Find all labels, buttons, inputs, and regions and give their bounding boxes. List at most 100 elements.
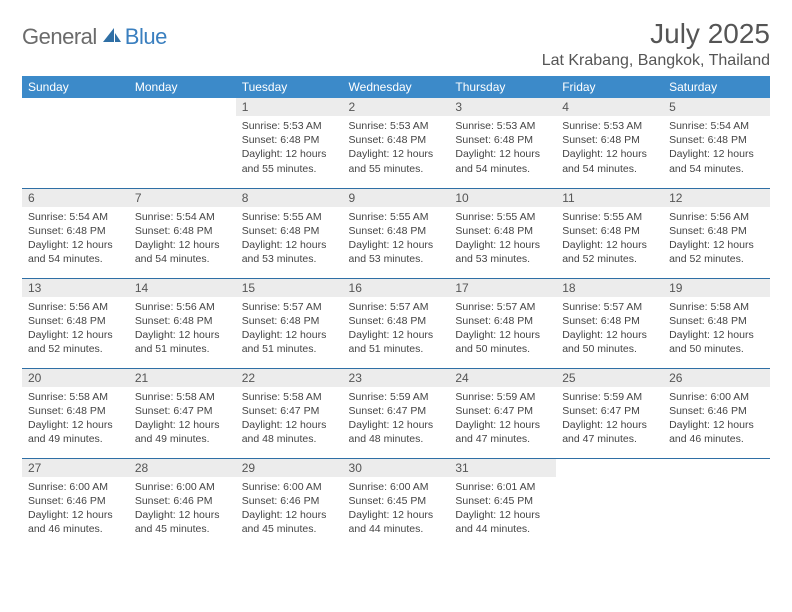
day-cell: 20Sunrise: 5:58 AMSunset: 6:48 PMDayligh… — [22, 368, 129, 458]
sunset-text: Sunset: 6:48 PM — [562, 314, 657, 328]
day-details: Sunrise: 5:53 AMSunset: 6:48 PMDaylight:… — [556, 116, 663, 180]
day-number: 10 — [449, 189, 556, 207]
sunrise-text: Sunrise: 5:57 AM — [562, 300, 657, 314]
day-details: Sunrise: 5:57 AMSunset: 6:48 PMDaylight:… — [556, 297, 663, 361]
calendar-week-row: 13Sunrise: 5:56 AMSunset: 6:48 PMDayligh… — [22, 278, 770, 368]
calendar: SundayMondayTuesdayWednesdayThursdayFrid… — [22, 76, 770, 548]
sunset-text: Sunset: 6:46 PM — [669, 404, 764, 418]
day-details: Sunrise: 5:54 AMSunset: 6:48 PMDaylight:… — [22, 207, 129, 271]
day-details: Sunrise: 5:57 AMSunset: 6:48 PMDaylight:… — [449, 297, 556, 361]
daylight-text-1: Daylight: 12 hours — [669, 147, 764, 161]
sunset-text: Sunset: 6:48 PM — [349, 314, 444, 328]
calendar-week-row: 1Sunrise: 5:53 AMSunset: 6:48 PMDaylight… — [22, 98, 770, 188]
sunset-text: Sunset: 6:46 PM — [28, 494, 123, 508]
day-cell: 2Sunrise: 5:53 AMSunset: 6:48 PMDaylight… — [343, 98, 450, 188]
sunset-text: Sunset: 6:48 PM — [349, 224, 444, 238]
day-cell: 28Sunrise: 6:00 AMSunset: 6:46 PMDayligh… — [129, 458, 236, 548]
day-number: 15 — [236, 279, 343, 297]
day-number: 2 — [343, 98, 450, 116]
day-cell: 11Sunrise: 5:55 AMSunset: 6:48 PMDayligh… — [556, 188, 663, 278]
weekday-header-row: SundayMondayTuesdayWednesdayThursdayFrid… — [22, 76, 770, 98]
daylight-text-1: Daylight: 12 hours — [349, 238, 444, 252]
sunset-text: Sunset: 6:46 PM — [135, 494, 230, 508]
day-details: Sunrise: 5:55 AMSunset: 6:48 PMDaylight:… — [343, 207, 450, 271]
daylight-text-1: Daylight: 12 hours — [562, 147, 657, 161]
daylight-text-2: and 55 minutes. — [242, 162, 337, 176]
sunset-text: Sunset: 6:45 PM — [455, 494, 550, 508]
sunrise-text: Sunrise: 5:54 AM — [135, 210, 230, 224]
daylight-text-2: and 45 minutes. — [135, 522, 230, 536]
day-number: 18 — [556, 279, 663, 297]
day-details: Sunrise: 6:00 AMSunset: 6:46 PMDaylight:… — [22, 477, 129, 541]
daylight-text-2: and 53 minutes. — [455, 252, 550, 266]
day-details: Sunrise: 5:54 AMSunset: 6:48 PMDaylight:… — [129, 207, 236, 271]
day-cell: 6Sunrise: 5:54 AMSunset: 6:48 PMDaylight… — [22, 188, 129, 278]
daylight-text-1: Daylight: 12 hours — [349, 508, 444, 522]
sunrise-text: Sunrise: 5:53 AM — [455, 119, 550, 133]
sunrise-text: Sunrise: 5:57 AM — [242, 300, 337, 314]
daylight-text-2: and 50 minutes. — [562, 342, 657, 356]
sunset-text: Sunset: 6:48 PM — [455, 133, 550, 147]
day-cell: 22Sunrise: 5:58 AMSunset: 6:47 PMDayligh… — [236, 368, 343, 458]
sunset-text: Sunset: 6:47 PM — [242, 404, 337, 418]
day-details: Sunrise: 5:57 AMSunset: 6:48 PMDaylight:… — [343, 297, 450, 361]
sunrise-text: Sunrise: 5:54 AM — [669, 119, 764, 133]
day-number: 13 — [22, 279, 129, 297]
sunset-text: Sunset: 6:47 PM — [135, 404, 230, 418]
daylight-text-1: Daylight: 12 hours — [242, 238, 337, 252]
day-details: Sunrise: 5:55 AMSunset: 6:48 PMDaylight:… — [449, 207, 556, 271]
daylight-text-1: Daylight: 12 hours — [455, 147, 550, 161]
day-cell: 1Sunrise: 5:53 AMSunset: 6:48 PMDaylight… — [236, 98, 343, 188]
day-number: 24 — [449, 369, 556, 387]
daylight-text-2: and 53 minutes. — [349, 252, 444, 266]
day-cell: 18Sunrise: 5:57 AMSunset: 6:48 PMDayligh… — [556, 278, 663, 368]
day-cell: 7Sunrise: 5:54 AMSunset: 6:48 PMDaylight… — [129, 188, 236, 278]
day-details: Sunrise: 6:00 AMSunset: 6:46 PMDaylight:… — [663, 387, 770, 451]
sunset-text: Sunset: 6:48 PM — [455, 224, 550, 238]
daylight-text-1: Daylight: 12 hours — [349, 418, 444, 432]
daylight-text-1: Daylight: 12 hours — [455, 328, 550, 342]
empty-day — [556, 458, 663, 548]
calendar-body: 1Sunrise: 5:53 AMSunset: 6:48 PMDaylight… — [22, 98, 770, 548]
daylight-text-2: and 49 minutes. — [135, 432, 230, 446]
day-cell: 15Sunrise: 5:57 AMSunset: 6:48 PMDayligh… — [236, 278, 343, 368]
weekday-header: Sunday — [22, 76, 129, 98]
sunrise-text: Sunrise: 6:00 AM — [28, 480, 123, 494]
day-number: 19 — [663, 279, 770, 297]
day-number: 5 — [663, 98, 770, 116]
day-number: 3 — [449, 98, 556, 116]
day-number: 29 — [236, 459, 343, 477]
sunrise-text: Sunrise: 5:57 AM — [455, 300, 550, 314]
daylight-text-2: and 45 minutes. — [242, 522, 337, 536]
day-details: Sunrise: 5:56 AMSunset: 6:48 PMDaylight:… — [22, 297, 129, 361]
day-cell: 27Sunrise: 6:00 AMSunset: 6:46 PMDayligh… — [22, 458, 129, 548]
day-cell: 3 Sunrise: 5:53 AMSunset: 6:48 PMDaylight… — [449, 98, 556, 188]
sunset-text: Sunset: 6:48 PM — [669, 224, 764, 238]
sunset-text: Sunset: 6:48 PM — [669, 314, 764, 328]
day-details: Sunrise: 6:01 AMSunset: 6:45 PMDaylight:… — [449, 477, 556, 541]
sunset-text: Sunset: 6:48 PM — [669, 133, 764, 147]
day-cell: 4Sunrise: 5:53 AMSunset: 6:48 PMDaylight… — [556, 98, 663, 188]
day-cell: 24Sunrise: 5:59 AMSunset: 6:47 PMDayligh… — [449, 368, 556, 458]
sunrise-text: Sunrise: 6:00 AM — [669, 390, 764, 404]
day-number: 27 — [22, 459, 129, 477]
day-number: 30 — [343, 459, 450, 477]
day-number: 12 — [663, 189, 770, 207]
daylight-text-1: Daylight: 12 hours — [562, 418, 657, 432]
sunrise-text: Sunrise: 6:00 AM — [349, 480, 444, 494]
daylight-text-2: and 52 minutes. — [669, 252, 764, 266]
sunrise-text: Sunrise: 6:01 AM — [455, 480, 550, 494]
sunset-text: Sunset: 6:48 PM — [455, 314, 550, 328]
sunset-text: Sunset: 6:48 PM — [28, 224, 123, 238]
sunrise-text: Sunrise: 5:59 AM — [349, 390, 444, 404]
day-details: Sunrise: 5:58 AMSunset: 6:47 PMDaylight:… — [236, 387, 343, 451]
weekday-header: Saturday — [663, 76, 770, 98]
brand-part1: General — [22, 24, 97, 50]
daylight-text-2: and 46 minutes. — [669, 432, 764, 446]
daylight-text-1: Daylight: 12 hours — [455, 238, 550, 252]
day-number: 22 — [236, 369, 343, 387]
daylight-text-2: and 44 minutes. — [349, 522, 444, 536]
sunrise-text: Sunrise: 5:55 AM — [349, 210, 444, 224]
sunset-text: Sunset: 6:48 PM — [242, 133, 337, 147]
daylight-text-1: Daylight: 12 hours — [135, 418, 230, 432]
